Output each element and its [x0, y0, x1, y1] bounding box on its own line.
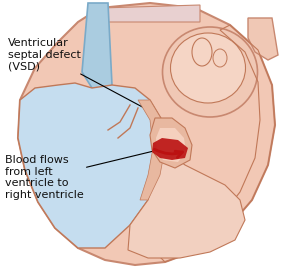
FancyArrowPatch shape [154, 149, 182, 157]
Ellipse shape [170, 33, 245, 103]
Polygon shape [156, 128, 186, 162]
Polygon shape [100, 5, 200, 22]
Polygon shape [150, 118, 192, 168]
Ellipse shape [163, 27, 257, 117]
Polygon shape [18, 83, 165, 248]
Text: Blood flows
from left
ventricle to
right ventricle: Blood flows from left ventricle to right… [5, 151, 155, 200]
Polygon shape [18, 3, 275, 265]
Polygon shape [128, 148, 245, 258]
Polygon shape [152, 138, 188, 160]
Polygon shape [138, 100, 165, 200]
Polygon shape [248, 18, 278, 60]
Polygon shape [82, 3, 112, 92]
Text: Ventricular
septal defect
(VSD): Ventricular septal defect (VSD) [8, 38, 145, 109]
